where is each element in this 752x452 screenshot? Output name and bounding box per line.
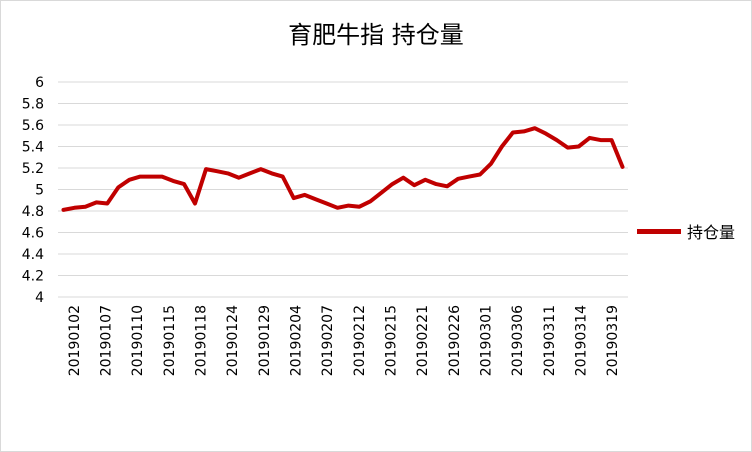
x-tick-label: 20190319 (605, 305, 621, 376)
x-tick-label: 20190115 (162, 305, 178, 376)
legend-label: 持仓量 (687, 223, 736, 242)
series-line (61, 126, 625, 212)
x-tick-label: 20190212 (352, 305, 368, 376)
x-tick-label: 20190110 (130, 305, 146, 376)
legend: 持仓量 (637, 219, 735, 243)
x-tick-label: 20190306 (510, 305, 526, 376)
y-tick-label: 4.4 (22, 247, 44, 263)
y-tick-label: 5 (35, 183, 44, 199)
x-tick-label: 20190118 (194, 305, 210, 376)
x-tick-label: 20190102 (67, 305, 83, 376)
chart-title: 育肥牛指 持仓量 (288, 21, 464, 49)
x-tick-label: 20190311 (542, 305, 558, 376)
legend-swatch (637, 228, 681, 234)
y-tick-label: 5.8 (22, 97, 44, 113)
x-tick-label: 20190129 (257, 305, 273, 376)
y-tick-label: 5.6 (22, 118, 44, 134)
y-tick-label: 4 (35, 290, 44, 306)
y-tick-label: 6 (35, 75, 44, 91)
x-tick-label: 20190215 (384, 305, 400, 376)
x-tick-label: 20190107 (99, 305, 115, 376)
x-tick-label: 20190207 (320, 305, 336, 376)
y-tick-label: 5.4 (22, 140, 44, 156)
x-tick-label: 20190314 (574, 305, 590, 376)
x-tick-label: 20190204 (289, 305, 305, 376)
y-tick-label: 4.2 (22, 269, 44, 285)
y-tick-label: 4.6 (22, 226, 44, 242)
x-tick-label: 20190301 (479, 305, 495, 376)
x-tick-label: 20190221 (415, 305, 431, 376)
x-tick-label: 20190226 (447, 305, 463, 376)
y-tick-label: 4.8 (22, 204, 44, 220)
x-tick-label: 20190124 (225, 305, 241, 376)
y-tick-label: 5.2 (22, 161, 44, 177)
